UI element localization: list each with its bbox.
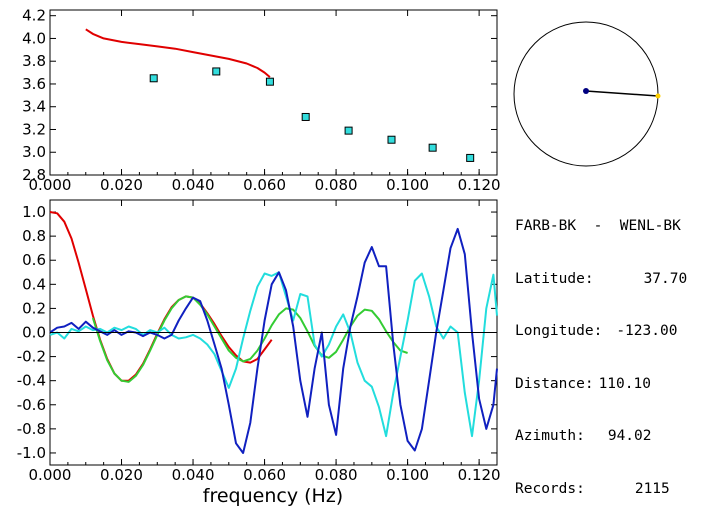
latitude-row: Latitude: 37.70 xyxy=(515,271,687,289)
correlation-x-tick-label: 0.120 xyxy=(458,466,501,484)
dispersion-data-point xyxy=(466,153,475,162)
distance-label: Distance: xyxy=(515,375,594,392)
correlation-y-tick-label: 0.8 xyxy=(22,227,46,245)
records-value: 2115 xyxy=(634,480,670,497)
records-row: Records: 2115 xyxy=(515,481,687,499)
distance-row: Distance: 110.10 xyxy=(515,376,687,394)
dispersion-y-tick-label: 3.8 xyxy=(22,52,46,70)
dispersion-data-point xyxy=(344,126,353,135)
correlation-x-tick-label: 0.040 xyxy=(172,466,215,484)
longitude-row: Longitude: -123.00 xyxy=(515,323,687,341)
dispersion-data-point xyxy=(301,112,310,121)
dispersion-data-point xyxy=(428,143,437,152)
dispersion-plot-frame xyxy=(49,9,498,176)
azimuth-label: Azimuth: xyxy=(515,428,585,444)
dispersion-data-point xyxy=(149,74,158,83)
dispersion-x-tick-label: 0.000 xyxy=(29,176,72,194)
correlation-y-tick-label: -0.6 xyxy=(17,396,46,414)
dispersion-data-point xyxy=(265,77,274,86)
correlation-y-tick-label: -0.2 xyxy=(17,348,46,366)
dispersion-x-tick-label: 0.020 xyxy=(100,176,143,194)
latitude-label: Latitude: xyxy=(515,270,594,287)
azimuth-row: Azimuth: 94.02 xyxy=(515,428,687,446)
dispersion-series-red xyxy=(85,28,271,78)
correlation-series-blue xyxy=(49,227,498,454)
correlation-y-tick-label: 0.2 xyxy=(22,299,46,317)
dispersion-y-tick-label: 2.8 xyxy=(22,166,46,184)
azimuth-value: 94.02 xyxy=(607,428,652,444)
dispersion-x-tick-label: 0.060 xyxy=(243,176,286,194)
correlation-x-tick-label: 0.020 xyxy=(100,466,143,484)
correlation-series-green xyxy=(91,295,408,383)
dispersion-y-tick-label: 3.6 xyxy=(22,75,46,93)
correlation-y-tick-label: 0.6 xyxy=(22,251,46,269)
correlation-y-tick-label: 0.0 xyxy=(22,324,46,342)
dispersion-x-tick-label: 0.100 xyxy=(386,176,429,194)
correlation-panel: 0.000 0.020 0.040 0.060 0.080 0.100 0.120 -1.0 -… xyxy=(17,199,501,507)
correlation-x-tick-label: 0.100 xyxy=(386,466,429,484)
dispersion-y-tick-label: 4.0 xyxy=(22,29,46,47)
azimuth-line xyxy=(585,90,659,97)
dispersion-x-tick-label: 0.040 xyxy=(172,176,215,194)
correlation-series-cyan xyxy=(49,271,498,438)
latitude-value: 37.70 xyxy=(643,270,688,287)
dispersion-y-tick-label: 3.0 xyxy=(22,143,46,161)
correlation-x-tick-label: 0.060 xyxy=(243,466,286,484)
x-axis-label: frequency (Hz) xyxy=(203,485,343,507)
dispersion-x-tick-label: 0.080 xyxy=(315,176,358,194)
correlation-y-tick-label: -1.0 xyxy=(17,444,46,462)
longitude-label: Longitude: xyxy=(515,323,603,339)
longitude-value: -123.00 xyxy=(616,323,678,339)
correlation-x-tick-label: 0.000 xyxy=(29,466,72,484)
station-dot-origin xyxy=(583,88,589,94)
station-pair-label: FARB-BK - WENL-BK xyxy=(515,218,681,234)
dispersion-panel: 0.000 0.020 0.040 0.060 0.080 0.100 0.120 2.8 3.… xyxy=(22,7,500,194)
dispersion-data-point xyxy=(387,135,396,144)
correlation-y-tick-label: 0.4 xyxy=(22,275,46,293)
correlation-y-tick-label: -0.8 xyxy=(17,420,46,438)
correlation-y-tick-label: 1.0 xyxy=(22,203,46,221)
dispersion-x-tick-label: 0.120 xyxy=(458,176,501,194)
station-dot-target xyxy=(655,93,661,99)
correlation-x-tick-label: 0.080 xyxy=(315,466,358,484)
records-label: Records: xyxy=(515,480,585,497)
azimuth-map xyxy=(513,21,661,167)
correlation-y-tick-label: -0.4 xyxy=(17,372,46,390)
dispersion-y-tick-label: 3.2 xyxy=(22,120,46,138)
dispersion-y-tick-label: 4.2 xyxy=(22,7,46,25)
distance-value: 110.10 xyxy=(598,375,651,392)
dispersion-y-tick-label: 3.4 xyxy=(22,98,46,116)
station-info-panel: FARB-BK - WENL-BK Latitude: 37.70 Longitu… xyxy=(515,183,687,516)
dispersion-data-point xyxy=(212,67,221,76)
